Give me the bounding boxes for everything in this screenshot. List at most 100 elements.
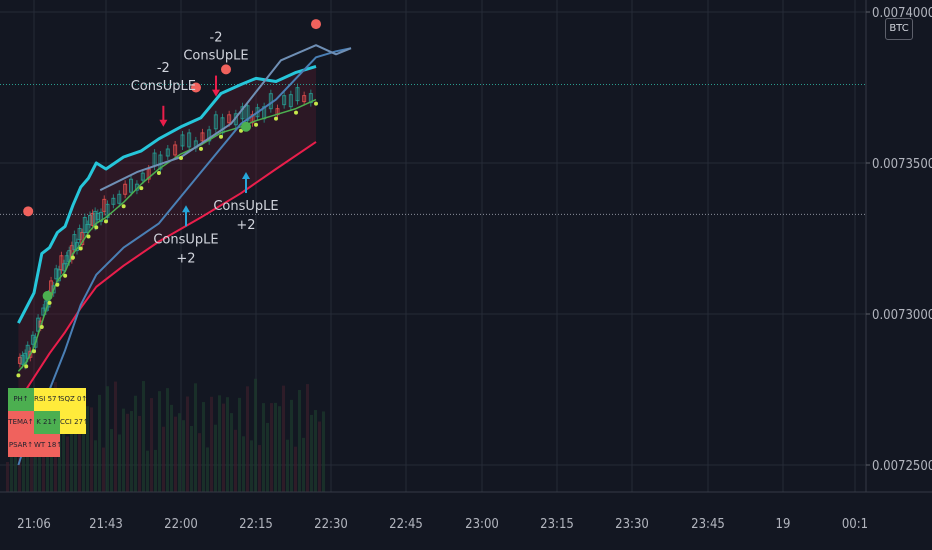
series-line-lower-band: [17, 47, 352, 466]
signal-arrow-head: [242, 172, 250, 180]
symbol-badge[interactable]: BTC: [885, 18, 913, 40]
volume-bar: [118, 434, 121, 492]
volume-bar: [14, 438, 17, 492]
volume-bar: [86, 406, 89, 492]
candle-body: [140, 172, 145, 181]
trail-dot: [104, 219, 108, 224]
candle-body: [85, 223, 90, 233]
candle-body: [59, 255, 64, 271]
price-axis[interactable]: [866, 0, 932, 492]
trail-dot: [274, 116, 278, 121]
volume-bar: [90, 407, 93, 492]
candle-body: [165, 148, 170, 157]
volume-bar: [42, 430, 45, 492]
candle-body: [200, 132, 205, 142]
signal-arrow-head: [182, 205, 190, 213]
candle-body: [56, 269, 61, 282]
volume-bar: [98, 394, 101, 492]
volume-bar: [122, 408, 125, 492]
signal-arrow-head: [159, 119, 168, 127]
volume-bar: [198, 433, 201, 492]
trail-dot: [314, 101, 318, 106]
volume-bar: [74, 414, 77, 492]
volume-bar: [162, 426, 165, 492]
candle-body: [240, 106, 245, 120]
trail-dot: [94, 225, 99, 230]
price-tick-label: 0.00725000: [872, 459, 932, 474]
volume-bar: [226, 397, 229, 492]
volume-bar: [134, 395, 137, 492]
volume-bar: [294, 446, 297, 492]
time-axis[interactable]: [0, 492, 932, 550]
volume-bar: [306, 384, 309, 492]
volume-bar: [202, 402, 205, 492]
time-tick-label: 23:15: [540, 517, 574, 532]
volume-bar: [150, 398, 153, 492]
volume-bar: [214, 424, 217, 492]
volume-bar: [126, 413, 129, 492]
volume-bar: [170, 404, 173, 492]
volume-bar: [218, 395, 221, 492]
annotation-label-line2: ConsUpLE: [131, 79, 196, 94]
candle-body: [282, 95, 287, 106]
volume-bar: [94, 440, 97, 492]
volume-bar: [130, 411, 133, 492]
candle-body: [33, 336, 38, 348]
volume-bar: [210, 396, 213, 492]
candle-body: [180, 134, 185, 147]
volume-bar: [270, 403, 273, 492]
annotation-label-line1: ConsUpLE: [213, 199, 278, 214]
volume-bar: [238, 397, 241, 492]
candle-body: [187, 132, 192, 148]
volume-bar: [66, 436, 69, 492]
trail-dot: [24, 364, 29, 369]
trail-dot: [199, 146, 203, 151]
volume-bar: [82, 395, 85, 492]
volume-bar: [230, 413, 233, 492]
volume-bar: [262, 403, 265, 492]
volume-bar: [242, 436, 245, 492]
signal-dot: [311, 19, 321, 30]
volume-bar: [50, 437, 53, 492]
trail-dot: [78, 246, 83, 251]
time-tick-label: 22:00: [164, 517, 198, 532]
volume-bar: [146, 450, 149, 492]
trail-dot: [254, 122, 258, 127]
dashboard-cell: SQZ 0↑: [60, 388, 86, 411]
annotation-label-line2: ConsUpLE: [183, 49, 248, 64]
annotation-label-line2: +2: [176, 251, 195, 266]
volume-bar: [62, 403, 65, 492]
volume-bar: [190, 426, 193, 492]
volume-bar: [178, 413, 181, 492]
volume-bar: [310, 414, 313, 492]
time-tick-label: 23:45: [691, 517, 725, 532]
volume-bar: [222, 403, 225, 492]
trail-dot: [86, 234, 91, 239]
annotation-label-line1: -2: [157, 61, 170, 76]
volume-bar: [34, 424, 37, 492]
series-line-lagging-line: [99, 44, 352, 192]
signal-arrow-head: [212, 89, 220, 97]
time-tick-label: 19: [776, 517, 791, 532]
volume-bar: [6, 462, 9, 492]
trail-dot: [219, 134, 223, 139]
time-tick-label: 21:43: [89, 517, 123, 532]
volume-bar: [106, 386, 109, 492]
trail-dot: [39, 325, 44, 330]
annotation-label-line1: -2: [210, 31, 223, 46]
trail-dot: [139, 186, 144, 191]
candle-body: [245, 105, 250, 122]
candle-body: [62, 263, 67, 272]
candle-body: [28, 350, 33, 358]
volume-bar: [78, 402, 81, 492]
volume-bar: [70, 401, 73, 492]
volume-bar: [206, 447, 209, 492]
trail-dot: [294, 110, 298, 115]
candle-body: [173, 144, 178, 156]
candle-body: [158, 154, 163, 170]
dashboard-cell: PH↑: [8, 388, 34, 411]
